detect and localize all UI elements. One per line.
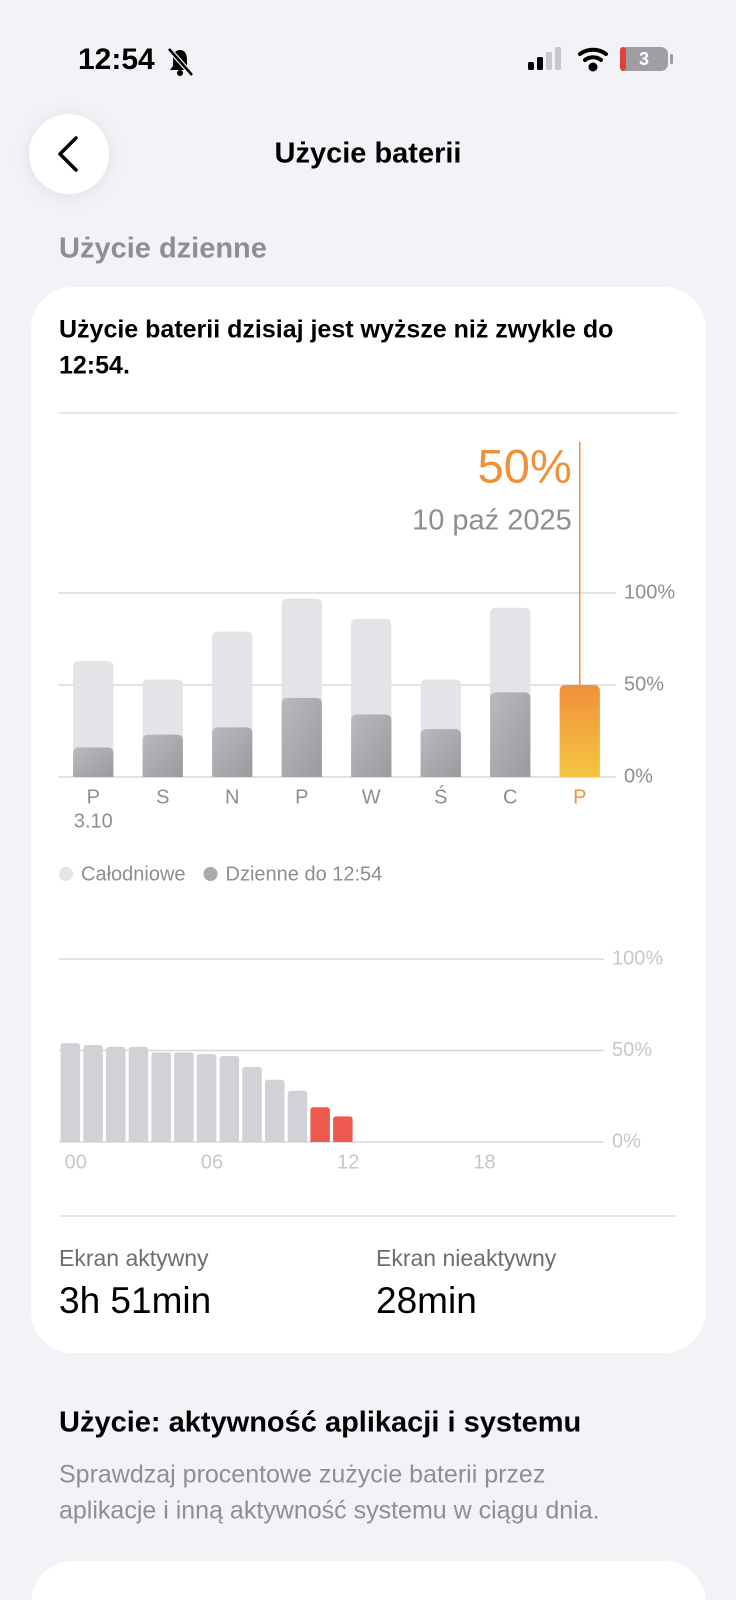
- bar: [242, 1066, 262, 1142]
- daily-card: [31, 287, 706, 1353]
- legend-swatch: [59, 867, 73, 881]
- stat-label: Ekran aktywny: [59, 1245, 209, 1271]
- legend-label: Całodniowe: [81, 863, 186, 885]
- x-tick-label: C: [503, 786, 517, 808]
- x-tick-label: 00: [65, 1151, 87, 1173]
- back-button[interactable]: [29, 114, 109, 194]
- y-tick-label: 50%: [624, 673, 664, 695]
- signal-icon: [528, 47, 561, 70]
- x-tick-label: 12: [337, 1151, 359, 1173]
- x-tick-label: P: [87, 786, 100, 808]
- card-message: 12:54.: [59, 352, 130, 380]
- y-tick-label: 0%: [624, 765, 653, 787]
- bar: [83, 1045, 103, 1142]
- y-tick-label: 50%: [612, 1039, 652, 1061]
- legend-swatch: [203, 867, 218, 881]
- activity-title: Użycie: aktywność aplikacji i systemu: [59, 1407, 581, 1439]
- x-tick-label: W: [362, 786, 381, 808]
- apps-card[interactable]: [31, 1561, 706, 1600]
- bar: [212, 727, 253, 777]
- selected-date: 10 paź 2025: [412, 505, 572, 537]
- x-tick-label: P: [573, 786, 586, 808]
- y-tick-label: 100%: [624, 581, 675, 603]
- card-message: Użycie baterii dzisiaj jest wyższe niż z…: [59, 316, 613, 344]
- x-tick-label: 06: [201, 1151, 223, 1173]
- back-button-bg[interactable]: [29, 114, 109, 194]
- bar: [196, 1054, 217, 1142]
- x-tick-label: S: [156, 786, 169, 808]
- bar: [60, 1043, 81, 1142]
- bar: [333, 1116, 353, 1142]
- bar: [351, 714, 392, 777]
- stat-value: 3h 51min: [59, 1280, 211, 1321]
- silent-icon: [167, 47, 194, 77]
- bar: [219, 1055, 240, 1142]
- bar: [106, 1046, 126, 1142]
- x-tick-label: Ś: [434, 784, 447, 808]
- battery-icon: 3: [620, 47, 673, 71]
- selected-value: 50%: [478, 439, 572, 492]
- legend-label: Dzienne do 12:54: [226, 863, 383, 885]
- bar: [310, 1107, 330, 1142]
- bar: [287, 1090, 308, 1142]
- activity-description: aplikacje i inną aktywność systemu w cią…: [59, 1497, 600, 1525]
- bar: [559, 685, 600, 777]
- x-tick-label: N: [225, 786, 239, 808]
- x-tick-label: 18: [473, 1151, 495, 1173]
- bar: [420, 729, 461, 777]
- bar: [128, 1046, 149, 1142]
- bar: [174, 1052, 194, 1142]
- back-chevron[interactable]: [58, 136, 78, 172]
- bar: [264, 1079, 285, 1142]
- y-tick-label: 0%: [612, 1130, 641, 1152]
- y-tick-label: 100%: [612, 947, 663, 969]
- bar: [142, 734, 183, 777]
- section-title: Użycie dzienne: [59, 233, 267, 265]
- activity-description: Sprawdzaj procentowe zużycie baterii prz…: [59, 1461, 545, 1489]
- header-title: Użycie baterii: [275, 138, 462, 170]
- bar: [151, 1052, 171, 1142]
- hourly-chart: 0% 50% 100% 00 06 12 18: [59, 947, 663, 1173]
- stat-label: Ekran nieaktywny: [376, 1245, 557, 1271]
- x-tick-label: P: [295, 786, 308, 808]
- bar: [281, 697, 322, 777]
- stat-value: 28min: [376, 1280, 477, 1321]
- battery-level: 3: [639, 49, 649, 69]
- wifi-icon: [578, 47, 608, 72]
- status-time: 12:54: [78, 43, 155, 76]
- bar: [490, 692, 531, 777]
- x-tick-sublabel: 3.10: [74, 810, 113, 832]
- bar: [73, 747, 114, 777]
